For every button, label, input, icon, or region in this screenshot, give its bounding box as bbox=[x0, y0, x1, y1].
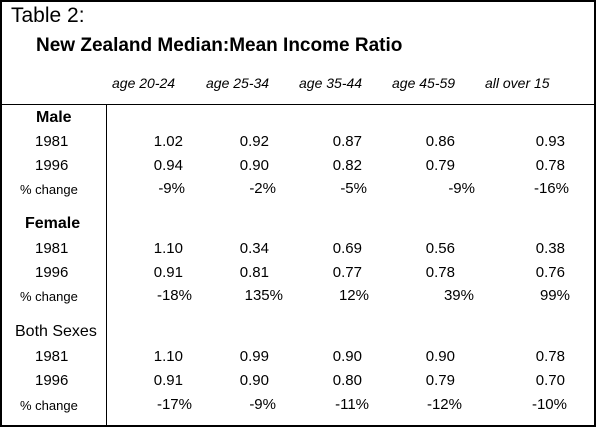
row-label: % change bbox=[20, 182, 78, 197]
table-cell: 1.10 bbox=[153, 240, 183, 257]
table-cell: -18% bbox=[156, 287, 192, 304]
column-header-age-45-59: age 45-59 bbox=[392, 75, 456, 91]
table-cell: 0.93 bbox=[535, 133, 565, 150]
row-label: 1996 bbox=[35, 264, 69, 281]
column-header-all-over-15: all over 15 bbox=[485, 75, 550, 91]
header-divider bbox=[2, 104, 594, 105]
table-cell: 0.90 bbox=[239, 157, 269, 174]
row-label: % change bbox=[20, 398, 78, 413]
label-column-divider bbox=[106, 105, 107, 425]
table-cell: 0.90 bbox=[332, 348, 362, 365]
table-label: Table 2: bbox=[11, 4, 85, 27]
table-cell: 0.80 bbox=[332, 372, 362, 389]
table-cell: -10% bbox=[531, 396, 567, 413]
table-cell: 0.90 bbox=[239, 372, 269, 389]
table-cell: 0.79 bbox=[425, 157, 455, 174]
table-cell: 0.76 bbox=[535, 264, 565, 281]
table-cell: 0.81 bbox=[239, 264, 269, 281]
table-cell: 135% bbox=[244, 287, 283, 304]
table-cell: 0.90 bbox=[425, 348, 455, 365]
column-header-age-20-24: age 20-24 bbox=[112, 75, 176, 91]
table-cell: -11% bbox=[335, 396, 369, 413]
row-label: 1996 bbox=[35, 157, 69, 174]
table-cell: 0.99 bbox=[239, 348, 269, 365]
table-cell: 0.92 bbox=[239, 133, 269, 150]
table-cell: 0.78 bbox=[535, 157, 565, 174]
table-cell: -5% bbox=[340, 180, 367, 197]
row-label: 1981 bbox=[35, 348, 69, 365]
table-cell: -16% bbox=[533, 180, 569, 197]
table-cell: 12% bbox=[338, 287, 369, 304]
table-cell: -2% bbox=[249, 180, 276, 197]
column-header-age-35-44: age 35-44 bbox=[299, 75, 363, 91]
table-cell: 0.91 bbox=[153, 264, 183, 281]
table-cell: 0.77 bbox=[332, 264, 362, 281]
table-cell: 0.87 bbox=[332, 133, 362, 150]
table-cell: 0.78 bbox=[425, 264, 455, 281]
table-cell: -9% bbox=[249, 396, 276, 413]
group-label-male: Male bbox=[36, 109, 72, 126]
table-cell: 0.94 bbox=[153, 157, 183, 174]
group-label-female: Female bbox=[25, 215, 81, 232]
table-cell: 0.78 bbox=[535, 348, 565, 365]
table-cell: 0.86 bbox=[425, 133, 455, 150]
row-label: 1981 bbox=[35, 240, 69, 257]
row-label: 1996 bbox=[35, 372, 69, 389]
table-cell: 39% bbox=[443, 287, 474, 304]
table-cell: 0.82 bbox=[332, 157, 362, 174]
table-cell: 0.79 bbox=[425, 372, 455, 389]
group-label-both-sexes: Both Sexes bbox=[15, 323, 97, 340]
column-header-age-25-34: age 25-34 bbox=[206, 75, 270, 91]
table-cell: 0.38 bbox=[535, 240, 565, 257]
table-cell: -17% bbox=[156, 396, 192, 413]
table-cell: 1.02 bbox=[153, 133, 183, 150]
table-cell: 0.70 bbox=[535, 372, 565, 389]
row-label: 1981 bbox=[35, 133, 69, 150]
table-cell: 0.91 bbox=[153, 372, 183, 389]
table-cell: 1.10 bbox=[153, 348, 183, 365]
row-label: % change bbox=[20, 289, 78, 304]
table-cell: -12% bbox=[426, 396, 462, 413]
table-title: New Zealand Median:Mean Income Ratio bbox=[36, 35, 403, 56]
table-cell: 0.56 bbox=[425, 240, 455, 257]
table-cell: -9% bbox=[448, 180, 475, 197]
table-cell: 0.34 bbox=[239, 240, 269, 257]
table-cell: 99% bbox=[539, 287, 570, 304]
table-cell: 0.69 bbox=[332, 240, 362, 257]
table-cell: -9% bbox=[158, 180, 185, 197]
